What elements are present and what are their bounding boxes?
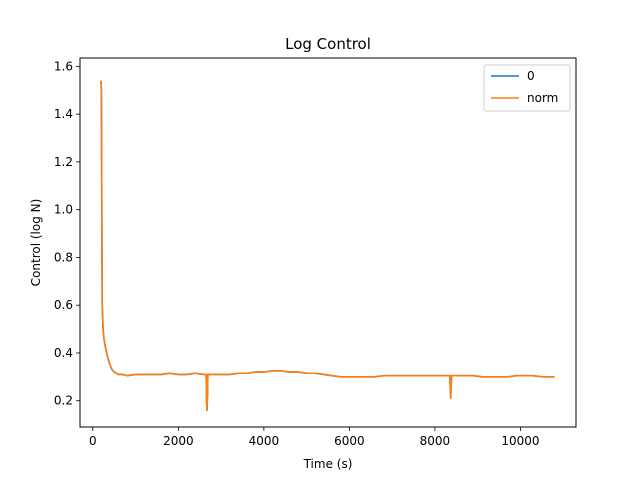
y-tick-label: 0.6 (54, 298, 73, 312)
legend-label-series-0: 0 (527, 69, 535, 83)
series-line-1 (100, 80, 555, 412)
x-axis: 0 2000 4000 6000 8000 10000 (89, 427, 540, 448)
x-tick-label: 6000 (334, 434, 365, 448)
x-axis-title: Time (s) (303, 457, 353, 471)
y-tick-label: 0.4 (54, 346, 73, 360)
y-tick-label: 0.8 (54, 250, 73, 264)
y-tick-label: 1.2 (54, 155, 73, 169)
y-axis-title: Control (log N) (29, 199, 43, 287)
axes-frame (79, 57, 577, 428)
y-tick-label: 1.0 (54, 203, 73, 217)
x-tick-label: 2000 (163, 434, 194, 448)
legend-label-series-1: norm (527, 91, 558, 105)
y-tick-label: 1.6 (54, 59, 73, 73)
y-tick-label: 1.4 (54, 107, 73, 121)
x-tick-label: 0 (89, 434, 97, 448)
x-tick-label: 4000 (249, 434, 280, 448)
chart-title: Log Control (285, 35, 371, 53)
plot-area (100, 80, 555, 412)
x-tick-label: 10000 (501, 434, 539, 448)
y-tick-label: 0.2 (54, 394, 73, 408)
legend: 0 norm (483, 64, 571, 112)
y-axis: 0.2 0.4 0.6 0.8 1.0 1.2 1.4 1.6 (54, 59, 80, 408)
x-tick-label: 8000 (420, 434, 451, 448)
